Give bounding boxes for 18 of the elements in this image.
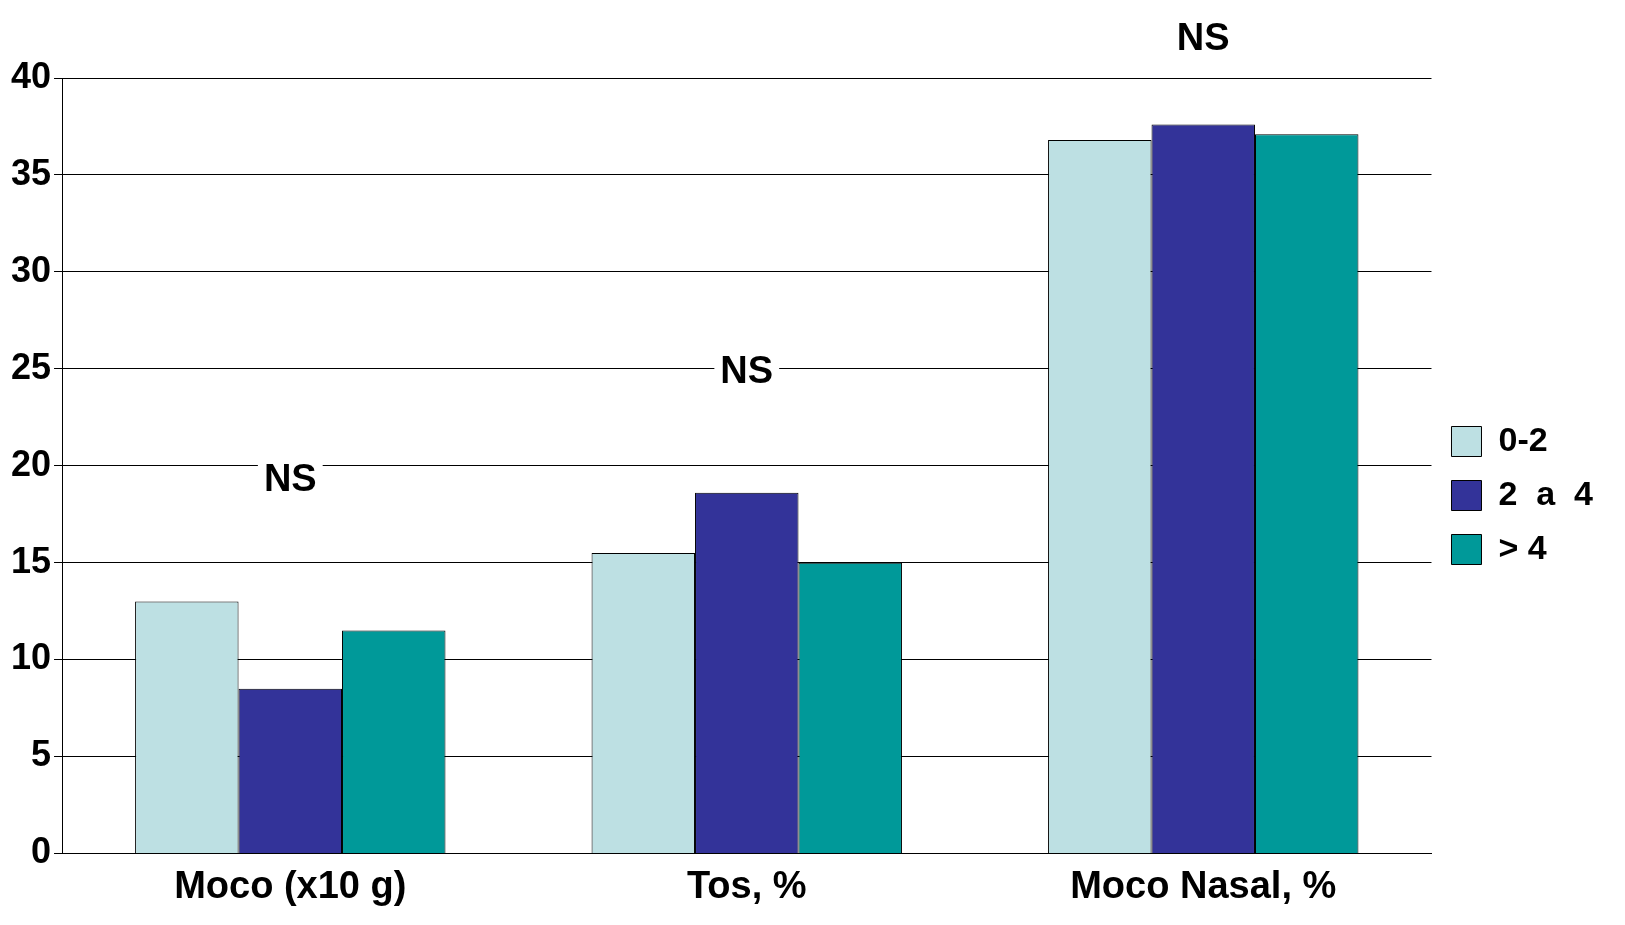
y-tick-label: 40 xyxy=(11,54,52,96)
y-tick-label: 15 xyxy=(11,539,52,581)
y-tick-label: 25 xyxy=(11,345,52,387)
text: NS xyxy=(1176,16,1230,58)
legend-label: 2 a 4 xyxy=(1498,473,1594,512)
legend-label: > 4 xyxy=(1498,527,1547,566)
y-tick-label: 5 xyxy=(31,733,52,775)
y-tick-label: 0 xyxy=(31,830,52,872)
x-tick-label: Moco Nasal, % xyxy=(1070,863,1337,906)
y-tick-label: 10 xyxy=(11,636,52,678)
x-tick-label: Tos, % xyxy=(686,863,807,906)
annotation: NS xyxy=(263,457,317,500)
legend-label: 0-2 xyxy=(1498,419,1548,458)
x-tick-label: Moco (x10 g) xyxy=(174,863,407,906)
y-tick-label: 35 xyxy=(11,151,52,193)
y-tick-label: 30 xyxy=(11,248,52,290)
annotation: NS xyxy=(720,348,774,391)
y-tick-label: 20 xyxy=(11,442,52,484)
